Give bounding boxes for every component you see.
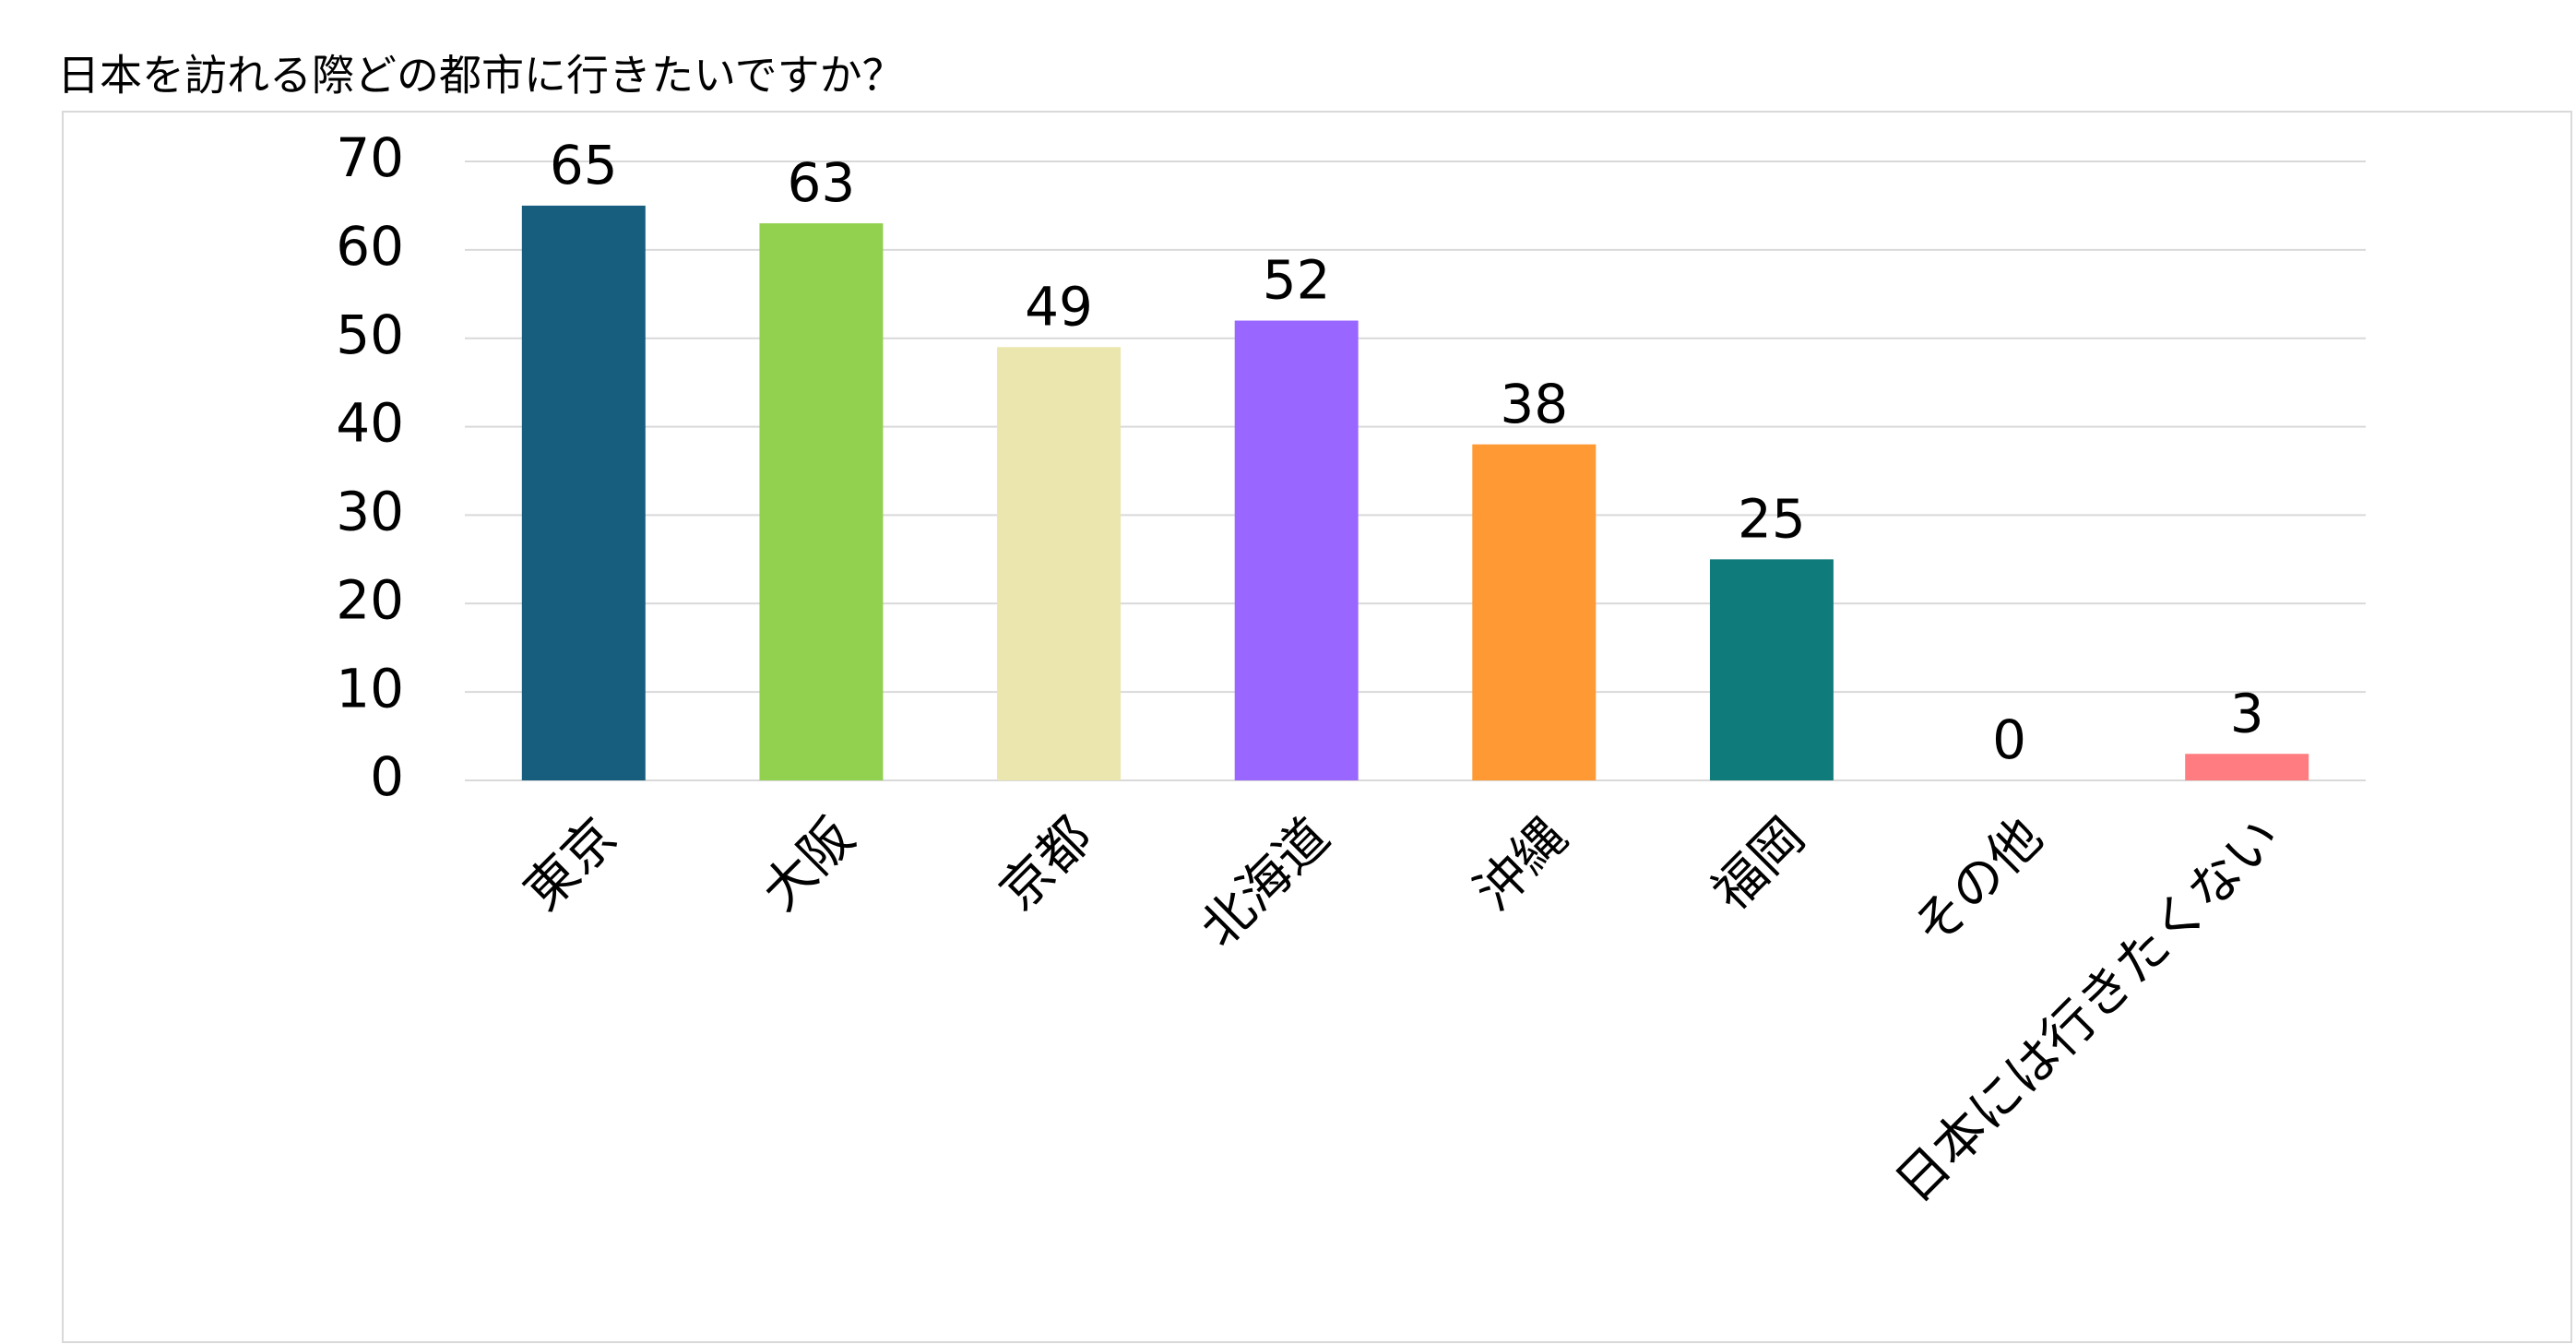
y-tick-label: 60 [336, 215, 404, 278]
value-label: 63 [788, 151, 856, 214]
value-label: 52 [1263, 249, 1331, 312]
value-label: 3 [2230, 682, 2264, 744]
y-tick-label: 70 [336, 126, 404, 189]
y-tick-label: 10 [336, 657, 404, 720]
value-label: 65 [550, 134, 618, 196]
value-label: 49 [1025, 275, 1093, 338]
bar [1472, 444, 1597, 780]
chart-title: 日本を訪れる際どの都市に行きたいですか？ [57, 51, 905, 101]
y-tick-label: 50 [336, 303, 404, 366]
y-tick-label: 40 [336, 392, 404, 455]
y-tick-label: 30 [336, 481, 404, 543]
y-tick-label: 20 [336, 568, 404, 631]
value-label: 25 [1738, 487, 1806, 550]
bar [1709, 559, 1834, 780]
value-label: 0 [1992, 708, 2026, 771]
bar [2185, 754, 2309, 780]
value-label: 38 [1500, 373, 1568, 435]
bar [521, 205, 646, 780]
bar [1234, 320, 1359, 780]
y-tick-label: 0 [370, 745, 404, 808]
bar [997, 347, 1122, 780]
bar [759, 223, 884, 781]
